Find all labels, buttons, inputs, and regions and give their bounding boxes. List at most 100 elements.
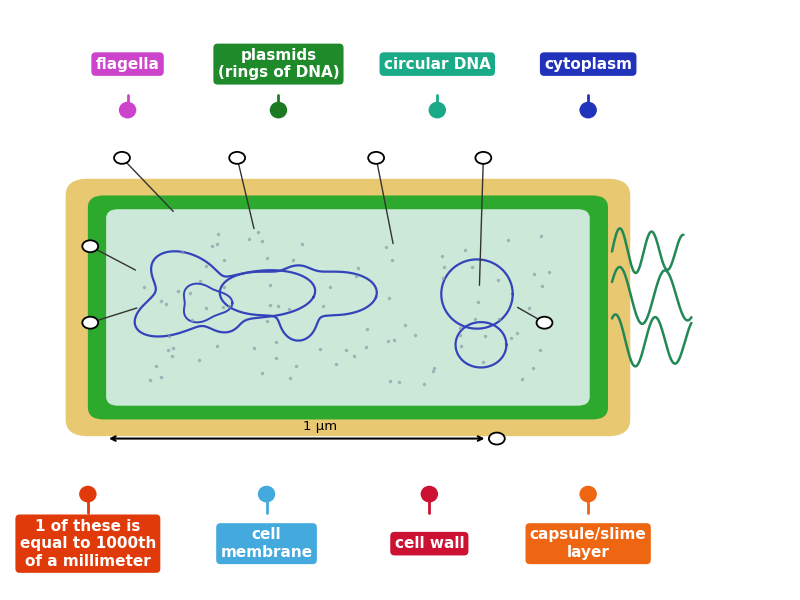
Point (352, 263, 365, 273)
Point (186, 316, 198, 325)
Point (166, 351, 178, 361)
Point (247, 343, 260, 353)
Point (270, 353, 282, 362)
Point (386, 255, 398, 265)
Point (501, 235, 514, 245)
Point (296, 239, 309, 249)
Point (144, 375, 157, 385)
Point (172, 286, 185, 295)
Point (138, 282, 150, 292)
FancyBboxPatch shape (66, 179, 630, 436)
Point (166, 343, 179, 353)
Point (459, 245, 472, 255)
Circle shape (114, 152, 130, 164)
Text: 1 μm: 1 μm (303, 419, 338, 433)
Point (436, 273, 449, 283)
Point (176, 247, 189, 256)
Point (162, 331, 175, 340)
Point (526, 363, 539, 373)
Ellipse shape (579, 486, 597, 502)
Point (200, 304, 213, 313)
Point (194, 276, 206, 286)
Text: cell
membrane: cell membrane (221, 527, 313, 560)
Point (162, 345, 174, 355)
Point (323, 282, 336, 292)
Point (159, 299, 172, 309)
Point (317, 301, 330, 311)
Point (210, 239, 223, 249)
Text: capsule/slime
layer: capsule/slime layer (530, 527, 646, 560)
FancyBboxPatch shape (88, 196, 608, 419)
Text: 1 of these is
equal to 1000th
of a millimeter: 1 of these is equal to 1000th of a milli… (20, 519, 156, 569)
Ellipse shape (429, 102, 446, 118)
Point (286, 255, 299, 265)
Point (383, 376, 396, 386)
Point (255, 368, 268, 377)
Ellipse shape (79, 486, 97, 502)
Point (242, 234, 255, 244)
Point (427, 364, 440, 373)
Point (398, 320, 411, 330)
Point (527, 269, 540, 279)
Point (270, 337, 282, 347)
Point (218, 282, 230, 292)
Point (183, 289, 196, 298)
Point (382, 293, 395, 303)
Circle shape (537, 317, 553, 329)
Ellipse shape (258, 486, 275, 502)
Point (223, 301, 236, 311)
Point (455, 341, 468, 350)
Point (264, 280, 277, 290)
Point (380, 242, 393, 251)
Point (409, 330, 422, 340)
Point (493, 314, 506, 323)
Ellipse shape (270, 102, 287, 118)
Point (330, 359, 343, 368)
Point (359, 343, 372, 352)
Point (437, 262, 450, 272)
Point (361, 324, 374, 334)
Point (542, 268, 555, 277)
Text: circular DNA: circular DNA (384, 56, 490, 71)
Point (491, 275, 504, 285)
Point (216, 302, 229, 312)
Point (339, 346, 352, 355)
Ellipse shape (421, 486, 438, 502)
Point (261, 253, 274, 263)
Point (251, 227, 264, 237)
Point (392, 377, 405, 387)
Point (218, 256, 230, 265)
Point (282, 304, 295, 314)
Point (272, 301, 285, 310)
Point (290, 362, 302, 371)
Point (418, 379, 430, 389)
Point (206, 241, 218, 251)
Point (515, 374, 528, 384)
Point (478, 331, 491, 341)
Point (212, 230, 225, 239)
Point (510, 328, 523, 337)
Point (535, 281, 548, 291)
Point (466, 262, 479, 272)
Point (261, 317, 274, 326)
Point (522, 303, 535, 313)
Point (469, 314, 482, 323)
Point (477, 358, 490, 367)
Text: plasmids
(rings of DNA): plasmids (rings of DNA) (218, 48, 339, 80)
Circle shape (82, 317, 98, 329)
Point (388, 335, 401, 345)
Point (283, 374, 296, 383)
Point (382, 336, 394, 346)
Point (426, 366, 439, 376)
Point (314, 344, 326, 354)
Ellipse shape (579, 102, 597, 118)
Point (256, 236, 269, 246)
Point (454, 323, 466, 333)
Ellipse shape (119, 102, 136, 118)
Point (454, 331, 466, 340)
Circle shape (82, 240, 98, 252)
Circle shape (230, 152, 245, 164)
Point (264, 300, 277, 310)
Point (193, 355, 206, 365)
Point (154, 296, 167, 306)
